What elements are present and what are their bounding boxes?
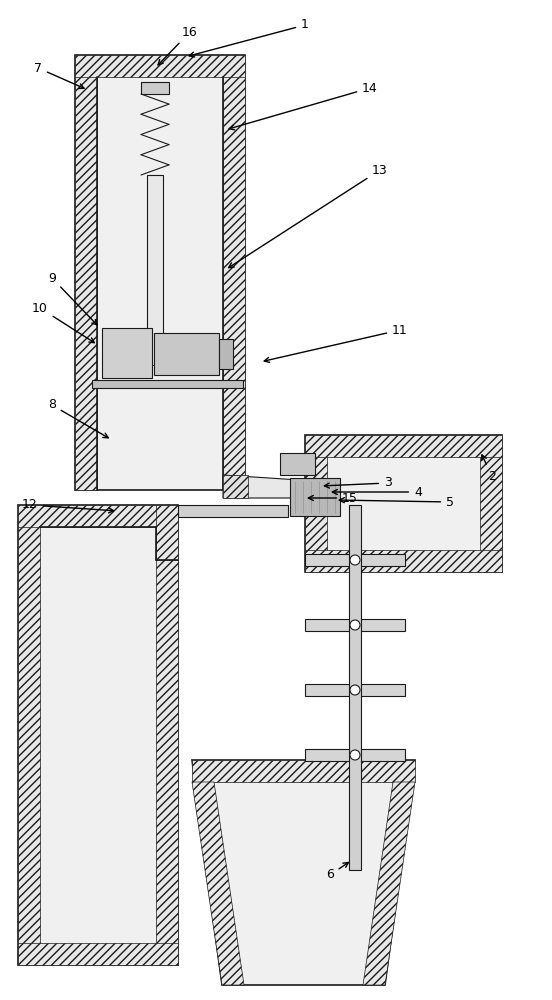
Bar xyxy=(102,328,152,378)
Polygon shape xyxy=(192,760,415,782)
Bar xyxy=(75,55,97,490)
Text: 8: 8 xyxy=(48,398,108,438)
Text: 6: 6 xyxy=(326,862,348,882)
Text: 2: 2 xyxy=(482,455,496,483)
Bar xyxy=(305,550,502,572)
Bar xyxy=(305,435,502,457)
Text: 11: 11 xyxy=(264,324,408,362)
Bar xyxy=(178,505,288,517)
Circle shape xyxy=(350,555,360,565)
Text: 7: 7 xyxy=(34,62,84,89)
Bar xyxy=(147,175,163,365)
Text: 14: 14 xyxy=(229,82,378,130)
Bar xyxy=(290,478,340,516)
Polygon shape xyxy=(363,782,415,985)
Bar xyxy=(18,943,178,965)
Bar xyxy=(156,505,178,560)
Text: 12: 12 xyxy=(22,498,114,513)
Bar xyxy=(18,505,178,965)
Bar xyxy=(305,749,405,761)
Bar xyxy=(305,554,405,566)
Circle shape xyxy=(350,685,360,695)
Bar xyxy=(18,505,40,965)
Bar xyxy=(480,435,502,572)
Bar xyxy=(219,339,233,369)
Bar xyxy=(223,55,245,490)
Text: 16: 16 xyxy=(158,25,198,65)
Bar xyxy=(75,55,245,490)
Circle shape xyxy=(350,750,360,760)
Text: 15: 15 xyxy=(309,491,358,504)
Text: 5: 5 xyxy=(339,495,454,508)
Text: 3: 3 xyxy=(325,477,392,489)
Bar xyxy=(305,619,405,631)
Bar xyxy=(92,380,243,388)
Polygon shape xyxy=(192,760,415,985)
Bar xyxy=(305,435,502,572)
Bar xyxy=(75,55,245,77)
Bar xyxy=(349,505,361,870)
Bar xyxy=(280,453,315,475)
Text: 1: 1 xyxy=(189,18,309,57)
Polygon shape xyxy=(223,475,330,498)
Bar xyxy=(141,82,169,94)
Text: 10: 10 xyxy=(32,302,94,343)
Polygon shape xyxy=(192,782,244,985)
Circle shape xyxy=(350,620,360,630)
Bar xyxy=(154,333,219,375)
Text: 13: 13 xyxy=(229,163,388,268)
Bar xyxy=(18,505,178,527)
Text: 9: 9 xyxy=(48,271,97,325)
Bar xyxy=(223,475,248,498)
Bar xyxy=(305,435,327,572)
Bar xyxy=(156,505,178,965)
Bar xyxy=(305,684,405,696)
Text: 4: 4 xyxy=(332,486,422,498)
